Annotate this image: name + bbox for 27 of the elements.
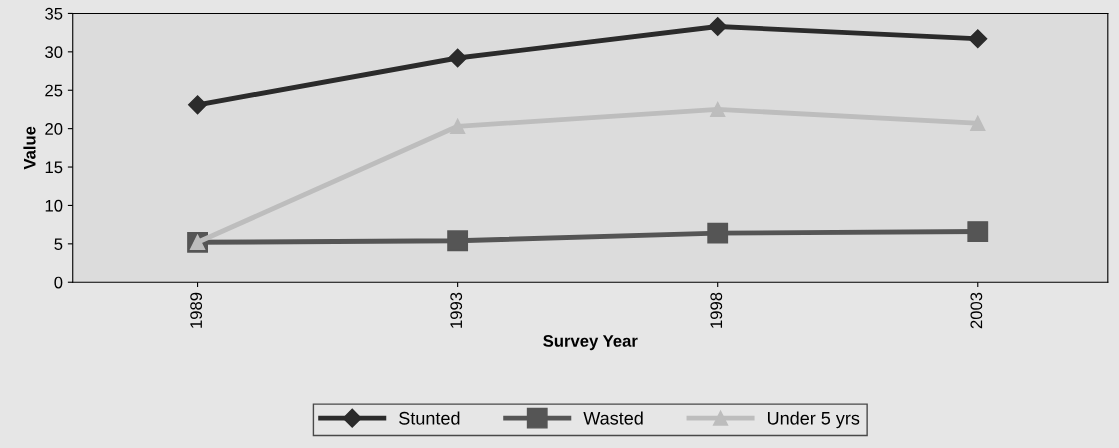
x-tick-label: 1989 (190, 292, 203, 328)
legend-label: Stunted (399, 411, 460, 425)
point (708, 16, 728, 37)
y-tick-label: 5 (54, 238, 63, 251)
point (447, 230, 469, 252)
legend-label: Under 5 yrs (767, 411, 860, 429)
point (707, 222, 729, 244)
y-tick-label: 0 (54, 276, 63, 289)
y-tick-label: 25 (45, 84, 63, 97)
y-tick-label: 10 (45, 199, 63, 212)
x-tick-label: 2003 (970, 292, 983, 329)
y-tick-label: 20 (45, 123, 63, 135)
y-tick-label: 30 (45, 46, 63, 59)
point (188, 95, 208, 115)
legend-label: Wasted (583, 411, 643, 425)
point (968, 29, 988, 49)
point (449, 118, 466, 134)
point (710, 101, 726, 118)
x-tick-label: 1993 (450, 292, 463, 328)
point (967, 221, 989, 242)
point (970, 115, 986, 131)
point (448, 48, 468, 68)
x-axis-title: Survey Year (543, 335, 638, 351)
y-axis-title: Value (23, 126, 36, 170)
y-tick-label: 15 (45, 161, 63, 174)
x-tick-label: 1998 (710, 292, 723, 328)
y-tick-label: 35 (45, 7, 63, 20)
